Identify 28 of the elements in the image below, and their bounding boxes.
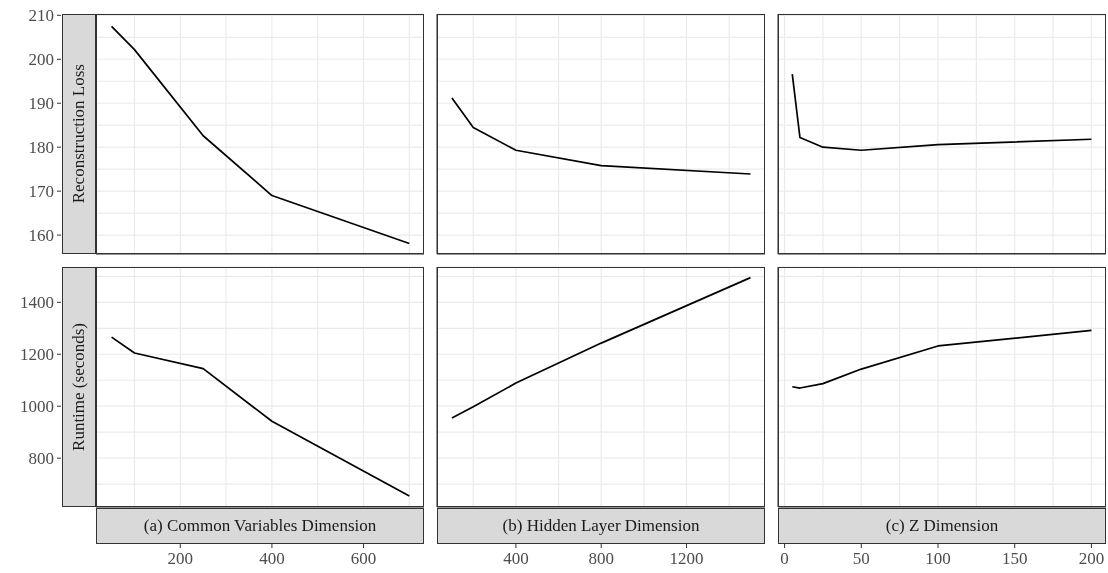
- x-tick-label: 100: [925, 549, 951, 568]
- line-series: [110, 25, 411, 245]
- x-tick-label: 400: [503, 549, 529, 568]
- x-tick-label: 200: [167, 549, 194, 568]
- x-axis-title: (b) Hidden Layer Dimension: [502, 516, 700, 536]
- y-tick-label: 190: [28, 94, 54, 114]
- y-tick-label: 800: [28, 449, 54, 469]
- y-tick-label: 1200: [20, 345, 54, 365]
- y-tick-label: 1400: [20, 293, 54, 313]
- line-series: [110, 336, 411, 497]
- x-tick-label: 0: [780, 549, 789, 568]
- y-axis-title: Reconstruction Loss: [69, 64, 89, 204]
- x-tick-label: 50: [852, 549, 870, 568]
- x-tick-label: 200: [1078, 549, 1105, 568]
- y-tick-label: 170: [28, 182, 54, 202]
- y-axis-title: Runtime (seconds): [69, 323, 89, 451]
- y-tick-label: 160: [28, 226, 54, 246]
- x-axis-title: (a) Common Variables Dimension: [143, 516, 377, 536]
- x-tick-label: 600: [350, 549, 377, 568]
- x-tick-label: 1200: [669, 549, 704, 568]
- y-tick-label: 180: [28, 138, 54, 158]
- y-tick-label: 200: [28, 50, 54, 70]
- x-tick-label: 150: [1001, 549, 1028, 568]
- x-tick-label: 800: [588, 549, 614, 568]
- y-tick-label: 1000: [20, 397, 54, 417]
- x-axis-title: (c) Z Dimension: [885, 516, 999, 536]
- x-tick-label: 400: [259, 549, 285, 568]
- y-tick-label: 210: [28, 6, 54, 26]
